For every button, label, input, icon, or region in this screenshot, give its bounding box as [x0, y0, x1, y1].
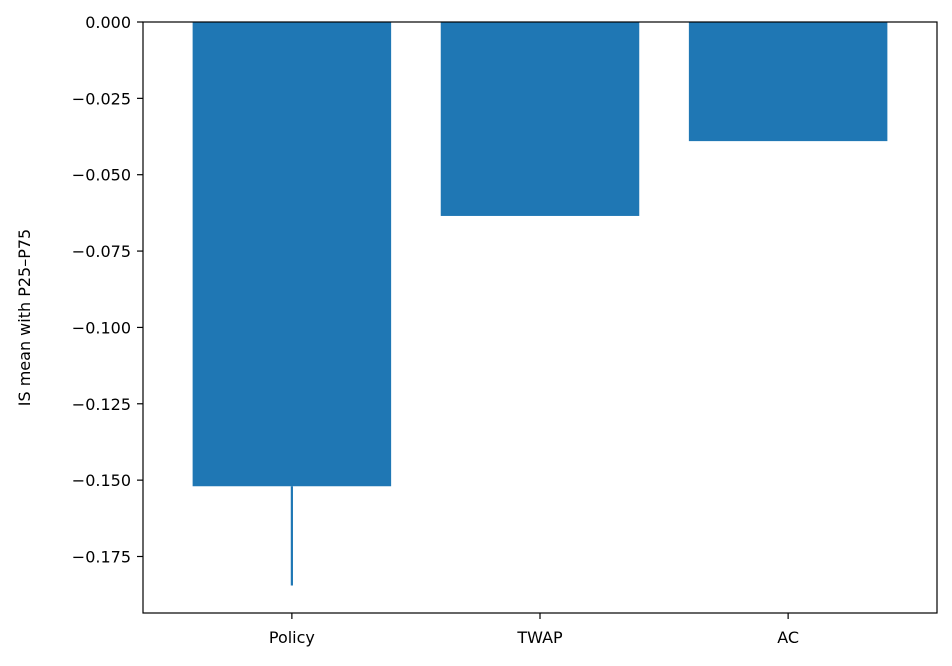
x-tick-label-policy: Policy	[269, 628, 315, 647]
y-tick-label: 0.000	[85, 13, 131, 32]
y-axis-label: IS mean with P25–P75	[15, 229, 34, 406]
y-tick-label: −0.075	[72, 242, 131, 261]
bars-group	[192, 22, 888, 487]
y-tick-label: −0.050	[72, 166, 131, 185]
y-tick-label: −0.175	[72, 547, 131, 566]
y-tick-label: −0.125	[72, 395, 131, 414]
bar-twap	[440, 22, 640, 216]
y-axis: 0.000 −0.025 −0.050 −0.075 −0.100 −0.125 −0.15…	[72, 13, 143, 566]
bar-ac	[688, 22, 888, 142]
x-tick-label-ac: AC	[777, 628, 799, 647]
y-tick-label: −0.100	[72, 318, 131, 337]
y-tick-label: −0.150	[72, 471, 131, 490]
x-axis: Policy TWAP AC	[269, 613, 799, 647]
x-tick-label-twap: TWAP	[516, 628, 563, 647]
y-tick-label: −0.025	[72, 89, 131, 108]
bar-policy	[192, 22, 392, 487]
